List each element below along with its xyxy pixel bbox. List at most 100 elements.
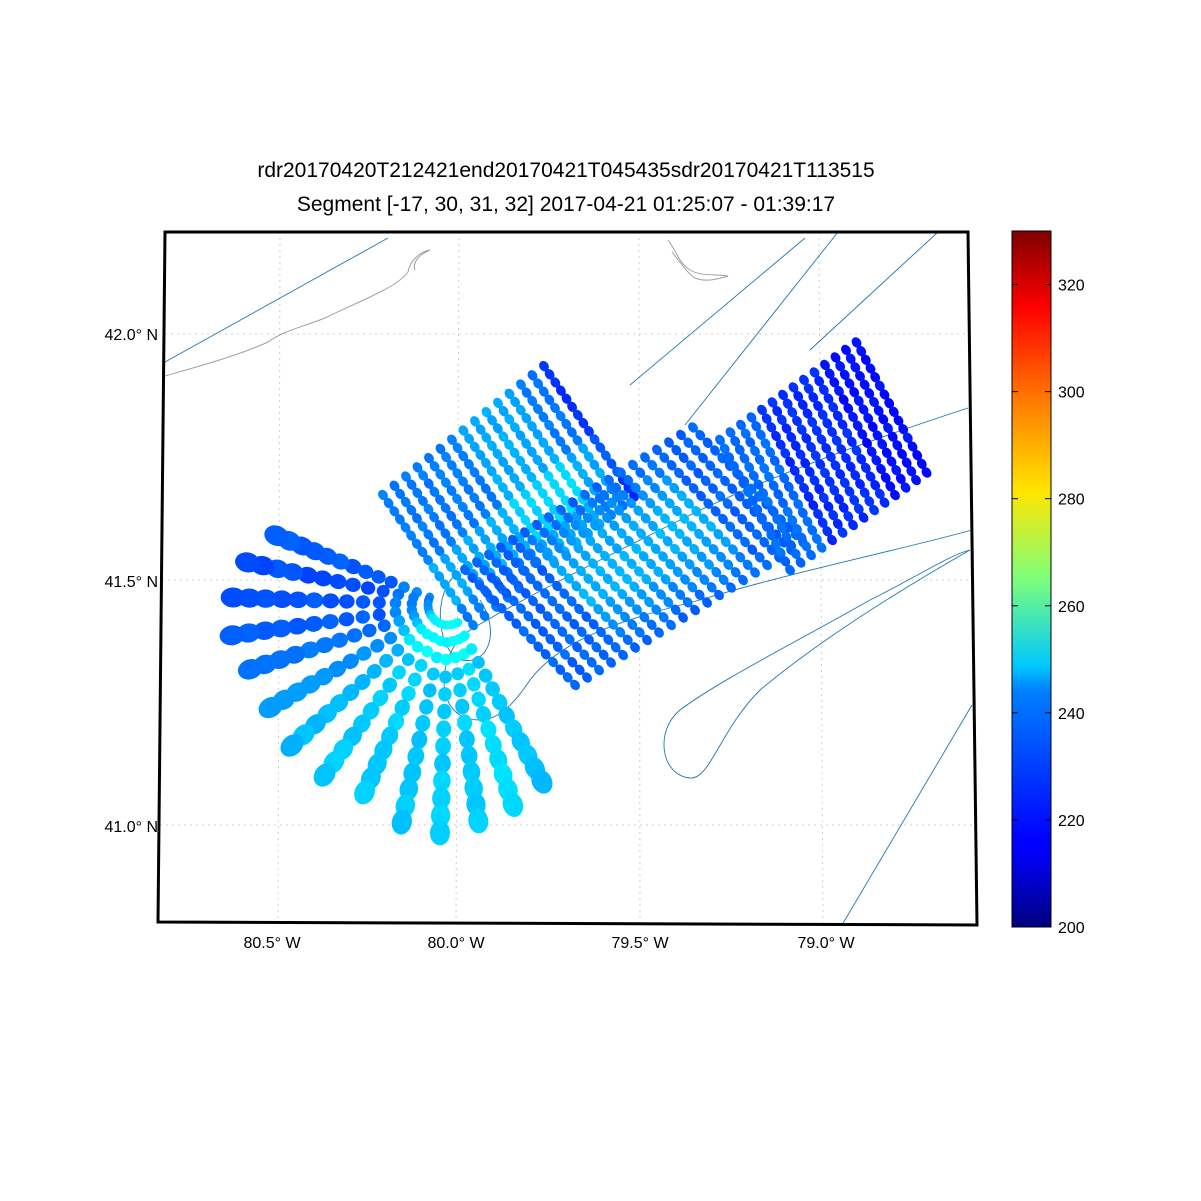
radar-dot [737,513,748,525]
radar-dot [718,574,729,586]
radar-dot [663,596,674,608]
radar-dot [377,619,391,633]
radar-dot [440,502,451,514]
radar-dot [674,467,684,479]
radar-dot [510,557,521,569]
radar-dot [538,386,549,397]
radar-dot [542,611,553,622]
radar-dot [620,611,630,623]
radar-dot [544,573,555,584]
radar-dot [456,603,467,615]
radar-dot [816,434,827,445]
radar-dot [548,656,558,668]
lat-label-41-5: 41.5° N [104,574,158,591]
radar-dot [424,452,434,464]
radar-dot [781,531,792,542]
radar-dot [647,459,658,471]
radar-dot [888,406,899,418]
radar-dot [469,492,480,504]
radar-dot [549,479,560,490]
radar-dot [841,452,851,464]
radar-dot [690,604,700,616]
radar-dot [806,549,816,561]
radar-dot [844,486,855,497]
radar-dot [732,529,743,540]
radar-dot [362,702,380,720]
radar-dot [696,551,707,563]
radar-dot [698,452,708,464]
radar-dot [831,435,842,446]
radar-dot [532,403,543,415]
radar-dot [521,387,532,398]
radar-dot [428,537,439,548]
radar-dot [426,667,440,681]
radar-dot [527,421,537,432]
radar-dot [682,597,693,608]
radar-dot [515,404,526,416]
radar-dot [537,488,548,499]
radar-dot [578,417,589,429]
radar-dot [642,475,653,486]
radar-dot [362,623,377,638]
radar-dot [662,536,673,547]
radar-dot [220,587,246,608]
radar-dot [860,354,871,366]
radar-dot [771,430,781,442]
radar-dot [547,595,558,607]
radar-dot [736,419,746,431]
radar-dot [588,558,598,569]
radar-dot [845,461,856,472]
radar-dot [559,588,570,599]
radar-dot [560,649,570,660]
radar-dot [761,521,772,532]
radar-dot [794,474,805,485]
radar-dot [371,570,386,584]
radar-dot [411,538,422,550]
radar-dot [807,416,818,428]
radar-dot [743,486,753,498]
coastline [164,249,431,377]
radar-dot [421,645,434,658]
radar-dot [758,487,769,499]
radar-dot [391,809,412,835]
radar-dot [606,458,617,469]
radar-dot [578,527,588,539]
lon-label-79: 79.0° W [797,935,855,952]
radar-dot [872,430,883,441]
radar-dot [783,481,794,493]
radar-dot [493,397,503,409]
radar-dot [740,536,750,548]
radar-dot [699,574,710,585]
radar-dot [511,618,522,629]
radar-dot [830,460,841,471]
radar-dot [603,634,614,645]
radar-dot [510,396,521,408]
radar-dot [530,618,541,630]
radar-dot [801,541,812,552]
radar-dot [526,471,537,483]
radar-dot [411,730,428,749]
radar-dot [287,617,308,635]
radar-dot [433,770,451,792]
radar-dot [439,670,452,684]
radar-dot [475,475,486,486]
radar-dot [594,664,604,676]
radar-dot [701,536,712,547]
radar-dot [824,368,835,379]
radar-dot [684,498,694,509]
radar-dot [739,453,750,464]
radar-dot [852,420,863,431]
radar-dot [748,470,759,482]
radar-dot [630,642,640,653]
colorbar-ticks: 200 220 240 260 280 300 320 [1012,278,1085,937]
radar-dot [440,653,452,666]
radar-dot [584,425,594,437]
radar-dot [580,550,591,562]
radar-dot [680,574,690,585]
radar-dot [508,523,519,535]
radar-dot [738,478,749,489]
radar-dot [423,683,437,698]
radar-dot [569,618,580,630]
radar-dot [411,640,424,653]
radar-dot [859,379,870,390]
